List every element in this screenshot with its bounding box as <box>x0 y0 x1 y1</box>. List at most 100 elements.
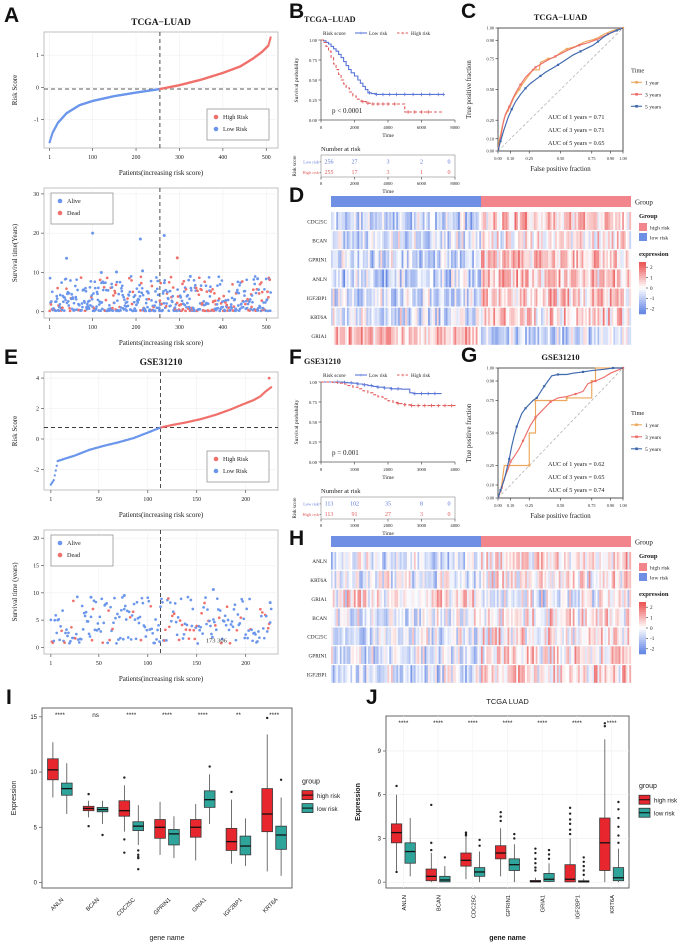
svg-text:0.50: 0.50 <box>309 420 318 425</box>
svg-text:AUC of 5 years = 0.65: AUC of 5 years = 0.65 <box>548 140 604 147</box>
svg-text:**: ** <box>236 712 241 719</box>
svg-text:Expression: Expression <box>11 781 18 816</box>
svg-text:AUC of 1 years = 0.71: AUC of 1 years = 0.71 <box>548 114 604 121</box>
svg-text:IGF2BP1: IGF2BP1 <box>223 897 244 918</box>
svg-text:0.00: 0.00 <box>309 460 318 465</box>
svg-text:100: 100 <box>143 497 152 503</box>
panel-label-e: E <box>4 346 19 369</box>
chart-gse31210-km-curve: GSE31210 Risk score + Low risk + High risk 1.0… <box>293 357 460 537</box>
svg-text:0.00: 0.00 <box>486 496 494 501</box>
svg-text:High Risk: High Risk <box>223 456 249 463</box>
svg-text:15: 15 <box>33 564 39 570</box>
svg-text:5 years: 5 years <box>645 104 661 110</box>
svg-text:AUC of 3 years = 0.65: AUC of 3 years = 0.65 <box>548 474 604 481</box>
svg-text:27: 27 <box>385 512 391 518</box>
svg-text:0.25: 0.25 <box>486 118 494 123</box>
svg-text:Risk Score: Risk Score <box>11 416 19 447</box>
chart-tcga-risk-score-curve: TCGA−LUAD 1 100 200 300 400 500 -1 0 1 Patients(in… <box>11 18 279 177</box>
svg-text:3: 3 <box>387 170 390 176</box>
svg-text:3: 3 <box>378 836 382 842</box>
svg-text:2000: 2000 <box>350 181 360 186</box>
svg-text:gene name: gene name <box>489 935 526 942</box>
svg-text:0.75: 0.75 <box>486 398 494 403</box>
svg-text:****: **** <box>503 720 513 727</box>
panel-label-a: A <box>4 4 20 27</box>
svg-text:****: **** <box>468 720 478 727</box>
svg-text:3000: 3000 <box>417 467 427 472</box>
svg-text:low risk: low risk <box>317 806 339 813</box>
svg-text:group: group <box>302 779 320 786</box>
svg-text:0: 0 <box>650 626 653 632</box>
svg-text:Group: Group <box>639 213 658 220</box>
svg-text:ns: ns <box>92 712 99 719</box>
svg-text:2000: 2000 <box>383 523 393 528</box>
svg-text:6: 6 <box>378 793 382 799</box>
svg-text:8000: 8000 <box>450 181 460 186</box>
panel-label-d: D <box>289 184 305 207</box>
svg-text:1000: 1000 <box>350 523 360 528</box>
svg-text:+: + <box>359 372 363 379</box>
svg-text:200: 200 <box>132 155 141 161</box>
svg-text:30: 30 <box>33 192 39 198</box>
svg-text:2: 2 <box>420 160 423 166</box>
svg-text:Patients(increasing risk score: Patients(increasing risk score) <box>119 169 204 177</box>
svg-text:False positive fraction: False positive fraction <box>530 513 591 520</box>
svg-text:0.10: 0.10 <box>507 503 515 508</box>
panel-label-g: G <box>461 344 478 367</box>
svg-text:expression: expression <box>639 591 669 598</box>
svg-text:0.90: 0.90 <box>486 38 494 43</box>
chart-gse31210-expression-heatmap: Group ANLN KRT6A GRIA1 BCAN CDC25C GPRIN1 IGF2B… <box>307 536 670 683</box>
svg-text:1.00: 1.00 <box>619 503 627 508</box>
svg-text:0.75: 0.75 <box>486 56 494 61</box>
svg-text:ANLN: ANLN <box>402 895 408 910</box>
svg-text:0.75: 0.75 <box>309 58 318 63</box>
svg-text:0.00: 0.00 <box>494 156 502 161</box>
svg-text:50: 50 <box>96 497 102 503</box>
svg-text:0.50: 0.50 <box>557 156 565 161</box>
svg-text:Group: Group <box>635 199 653 207</box>
svg-text:300: 300 <box>175 155 184 161</box>
svg-text:Risk Score: Risk Score <box>11 75 19 106</box>
panel-label-c: C <box>461 0 477 23</box>
svg-text:Survival probability: Survival probability <box>294 57 300 102</box>
svg-text:0: 0 <box>448 170 451 176</box>
svg-text:0.75: 0.75 <box>588 503 596 508</box>
svg-text:****: **** <box>433 720 443 727</box>
svg-text:GPRIN1: GPRIN1 <box>153 897 173 917</box>
svg-text:****: **** <box>537 720 547 727</box>
svg-text:10: 10 <box>30 770 37 776</box>
panel-label-h: H <box>289 527 305 550</box>
svg-text:Patients(increasing risk score: Patients(increasing risk score) <box>119 339 204 347</box>
chart-tcga-survival-scatter: 1 100 200 300 400 500 0 10 20 30 Patients(increasi… <box>11 187 279 347</box>
svg-text:113: 113 <box>325 512 334 518</box>
svg-text:AUC of 3 years = 0.71: AUC of 3 years = 0.71 <box>548 127 604 134</box>
svg-text:8000: 8000 <box>450 125 460 130</box>
svg-text:Risk score: Risk score <box>293 497 298 519</box>
svg-text:Alive: Alive <box>67 198 81 205</box>
svg-text:0: 0 <box>36 310 39 316</box>
svg-text:0.25: 0.25 <box>309 98 318 103</box>
svg-text:-2: -2 <box>34 467 39 473</box>
svg-text:102: 102 <box>350 502 359 508</box>
svg-text:5 years: 5 years <box>645 447 661 453</box>
svg-text:Survival probability: Survival probability <box>294 399 300 444</box>
svg-text:Alive: Alive <box>67 540 81 547</box>
svg-text:0: 0 <box>36 85 39 91</box>
svg-text:100: 100 <box>88 325 97 331</box>
svg-text:ANLN: ANLN <box>312 559 327 565</box>
svg-text:3: 3 <box>387 160 390 166</box>
svg-text:0: 0 <box>34 880 38 886</box>
chart-tcga-km-curve: TCGA−LUAD Risk score + Low risk + High risk 1.… <box>293 15 460 195</box>
svg-text:KRT6A: KRT6A <box>310 578 327 584</box>
svg-text:GSE31210: GSE31210 <box>541 352 579 362</box>
svg-text:Low Risk: Low Risk <box>223 468 248 475</box>
svg-text:low risk: low risk <box>654 811 676 818</box>
svg-text:0.00: 0.00 <box>486 149 494 154</box>
chart-gse31210-roc-curve: GSE31210 0.000.00 0.10 0.10 0.25 0.25 0.50 0.50… <box>466 352 661 520</box>
svg-text:Number at risk: Number at risk <box>321 146 361 153</box>
svg-text:6000: 6000 <box>417 181 427 186</box>
chart-tcga-roc-curve: TCGA−LUAD 0.000.00 0.10 0.10 0.25 0.25 0.50 0.5… <box>466 12 661 173</box>
svg-text:3 years: 3 years <box>645 435 661 441</box>
svg-text:0.00: 0.00 <box>494 503 502 508</box>
